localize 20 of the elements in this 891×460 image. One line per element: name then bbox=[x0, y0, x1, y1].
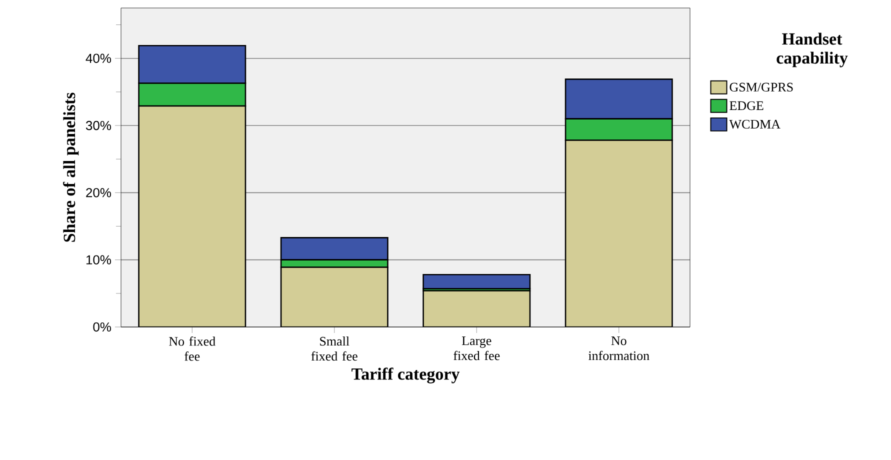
y-axis-title: Share of all panelists bbox=[63, 92, 79, 242]
y-tick-label: 10% bbox=[86, 255, 112, 264]
legend-title: Handset capability bbox=[776, 32, 848, 68]
bar bbox=[422, 274, 531, 290]
x-tick-label: No fixed fee bbox=[169, 336, 216, 361]
x-axis-title: Tariff category bbox=[352, 368, 460, 384]
bar bbox=[280, 266, 388, 327]
bar bbox=[564, 140, 673, 327]
legend-label: WCDMA bbox=[729, 120, 780, 129]
y-tick-label: 0% bbox=[93, 322, 112, 332]
y-tick-label: 40% bbox=[86, 54, 112, 63]
x-tick-label: Small fixed fee bbox=[311, 336, 358, 361]
bar bbox=[138, 106, 246, 327]
y-tick-label: 20% bbox=[86, 188, 112, 198]
x-tick-label: Large fixed fee bbox=[454, 336, 500, 360]
bar bbox=[422, 290, 531, 327]
y-tick-label: 30% bbox=[86, 120, 112, 130]
x-tick-label: No information bbox=[588, 336, 650, 360]
legend-label: EDGE bbox=[730, 101, 764, 110]
legend-label: GSM/GPRS bbox=[730, 82, 793, 92]
